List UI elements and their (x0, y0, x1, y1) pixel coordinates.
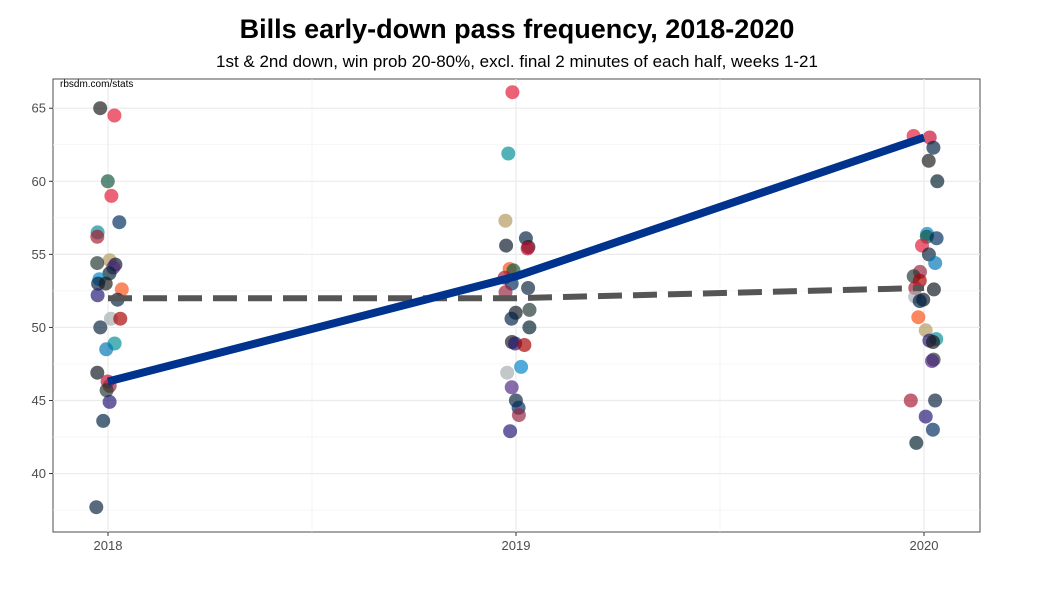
team-point (520, 241, 535, 256)
team-point (107, 108, 122, 123)
team-point (113, 311, 128, 326)
y-tick-label: 65 (32, 101, 46, 116)
team-point (501, 146, 516, 161)
source-label: rbsdm.com/stats (60, 79, 133, 90)
team-point (90, 365, 105, 380)
team-point (925, 422, 940, 437)
team-point (912, 294, 927, 309)
bills-trend-line (107, 133, 926, 386)
team-point (925, 354, 939, 368)
axes: 40 45 50 55 60 65 2018 2019 2020 (32, 101, 939, 553)
y-tick-label: 60 (32, 174, 46, 189)
team-point (98, 276, 113, 291)
team-point (521, 281, 536, 295)
team-point (500, 365, 515, 380)
y-tick-label: 50 (32, 320, 46, 335)
team-point (930, 174, 945, 189)
team-point (102, 394, 117, 409)
team-point (522, 302, 537, 317)
team-point (99, 342, 114, 357)
team-point (89, 500, 104, 515)
y-tick-label: 40 (32, 466, 46, 481)
team-point (928, 256, 943, 271)
trend-lines (107, 133, 926, 386)
y-tick-label: 45 (32, 393, 46, 408)
x-tick-label: 2020 (910, 538, 939, 553)
team-point (93, 320, 108, 335)
team-point (514, 359, 529, 374)
chart-title: Bills early-down pass frequency, 2018-20… (239, 14, 795, 44)
x-tick-label: 2018 (94, 538, 123, 553)
team-point (517, 338, 532, 352)
team-point (909, 435, 924, 450)
team-point (522, 320, 537, 335)
x-tick-label: 2019 (502, 538, 531, 553)
team-point (498, 213, 513, 228)
team-point (505, 85, 520, 100)
team-point (104, 188, 119, 203)
team-point (504, 380, 519, 395)
team-point (503, 424, 518, 439)
team-point (100, 174, 115, 189)
team-point (911, 310, 926, 325)
team-point (90, 229, 105, 244)
team-point (96, 413, 111, 428)
team-point (93, 101, 108, 116)
data-points (89, 85, 945, 515)
team-point (90, 256, 105, 271)
team-point (926, 140, 941, 155)
gridlines (53, 79, 980, 532)
team-point (90, 288, 105, 303)
team-point (112, 215, 127, 230)
team-point (499, 238, 514, 253)
team-point (504, 311, 519, 326)
team-point (929, 231, 944, 246)
team-point (511, 408, 526, 423)
team-point (903, 393, 918, 408)
y-tick-label: 55 (32, 247, 46, 262)
team-point (926, 335, 940, 349)
team-point (928, 393, 943, 408)
team-point (921, 153, 936, 168)
league-average-line (108, 285, 925, 302)
team-point (99, 383, 114, 398)
team-point (926, 282, 941, 297)
team-point (918, 409, 933, 424)
chart-subtitle: 1st & 2nd down, win prob 20-80%, excl. f… (216, 52, 818, 71)
